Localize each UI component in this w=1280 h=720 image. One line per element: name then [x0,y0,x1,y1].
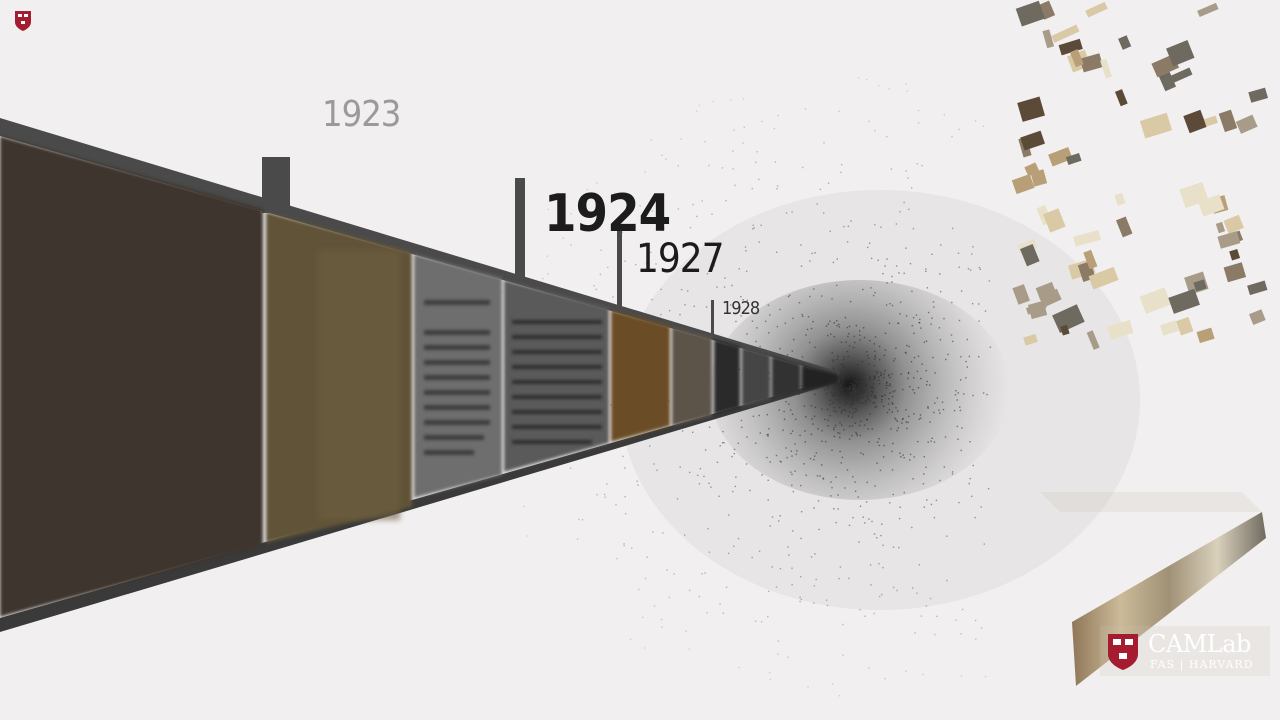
floating-document-thumb[interactable] [1011,174,1035,195]
camlab-logo: CAMLab FAS | HARVARD [1106,630,1256,674]
document-panel[interactable] [504,280,609,472]
floating-document-thumb[interactable] [1065,152,1082,165]
floating-document-thumb[interactable] [1088,266,1119,290]
floating-document-thumb[interactable] [1017,96,1045,122]
year-label-1928[interactable]: 1928 [722,298,760,319]
document-panel[interactable] [714,339,740,415]
floating-document-thumb[interactable] [1235,114,1258,134]
document-panel[interactable] [802,365,838,391]
preview-floating-documents [1011,0,1269,350]
harvard-crest-icon [15,11,31,31]
document-panel[interactable] [772,356,800,399]
floating-document-thumb[interactable] [1196,327,1215,344]
floating-document-thumb[interactable] [1167,67,1193,85]
floating-document-thumb[interactable] [1020,130,1045,151]
floating-document-thumb[interactable] [1027,300,1048,320]
year-marker-1924 [515,178,525,278]
floating-document-thumb[interactable] [1058,38,1083,56]
floating-document-thumb[interactable] [1043,208,1066,233]
brand-name: CAMLab [1148,630,1251,658]
vanishing-point-cloud [494,77,1140,697]
timeline-wall-bottom [0,378,840,632]
floating-document-thumb[interactable] [1020,243,1040,267]
floating-document-thumb[interactable] [1160,320,1179,336]
floating-document-thumb[interactable] [1012,284,1030,305]
floating-document-thumb[interactable] [1139,112,1173,139]
floating-document-thumb[interactable] [1015,0,1045,27]
floating-document-thumb[interactable] [1118,35,1132,50]
floating-document-thumb[interactable] [1166,40,1195,67]
floating-document-thumb[interactable] [1079,53,1104,73]
year-marker-1927 [617,228,622,306]
document-panel[interactable] [742,347,770,407]
floating-document-thumb[interactable] [1248,87,1269,103]
floating-document-thumb[interactable] [1039,288,1062,308]
floating-document-thumb[interactable] [1060,324,1070,336]
floating-document-thumb[interactable] [1223,262,1247,283]
floating-document-thumb[interactable] [1179,181,1209,208]
floating-document-thumb[interactable] [1042,29,1055,49]
harvard-shield-icon [1108,634,1138,670]
floating-document-thumb[interactable] [1229,248,1241,261]
floating-document-thumb[interactable] [1215,221,1226,234]
year-label-1924[interactable]: 1924 [544,184,671,244]
floating-document-thumb[interactable] [1183,109,1207,134]
floating-document-thumb[interactable] [1051,24,1080,43]
floating-document-thumb[interactable] [1052,304,1085,333]
floating-document-thumb[interactable] [1158,71,1177,92]
floating-document-thumb[interactable] [1249,309,1266,325]
document-panel[interactable] [672,327,712,426]
floating-document-thumb[interactable] [1100,58,1112,79]
floating-document-thumb[interactable] [1107,319,1134,340]
floating-document-thumb[interactable] [1116,216,1133,238]
floating-document-thumb[interactable] [1223,214,1244,234]
year-marker-1923 [262,157,290,213]
floating-document-thumb[interactable] [1073,230,1101,247]
floating-document-thumb[interactable] [1193,279,1207,292]
floating-document-thumb[interactable] [1114,192,1126,206]
timeline-wall-top [0,118,840,376]
floating-document-thumb[interactable] [1247,280,1268,296]
floating-document-thumb[interactable] [1218,109,1238,133]
floating-document-thumb[interactable] [1030,169,1048,187]
year-label-1923[interactable]: 1923 [322,94,401,135]
year-label-1927[interactable]: 1927 [636,236,725,282]
floating-document-thumb[interactable] [1176,316,1194,336]
brand-subtitle: FAS | HARVARD [1150,658,1254,671]
floating-document-thumb[interactable] [1204,115,1218,127]
floating-document-thumb[interactable] [1197,2,1219,18]
floating-document-thumb[interactable] [1069,49,1084,68]
floating-document-thumb[interactable] [1086,330,1100,350]
floating-document-thumb[interactable] [1085,1,1108,18]
year-marker-1928 [711,300,714,334]
floating-document-thumb[interactable] [1168,288,1200,314]
document-panel[interactable] [0,136,263,617]
floating-document-thumb[interactable] [1115,89,1128,107]
floating-document-thumb[interactable] [1083,249,1098,270]
document-panels [0,136,838,617]
floating-document-thumb[interactable] [1217,231,1241,249]
document-panel[interactable] [611,310,670,442]
floating-document-thumb[interactable] [1023,333,1038,346]
floating-document-thumb[interactable] [1139,287,1171,314]
floating-document-thumb[interactable] [1048,146,1073,167]
